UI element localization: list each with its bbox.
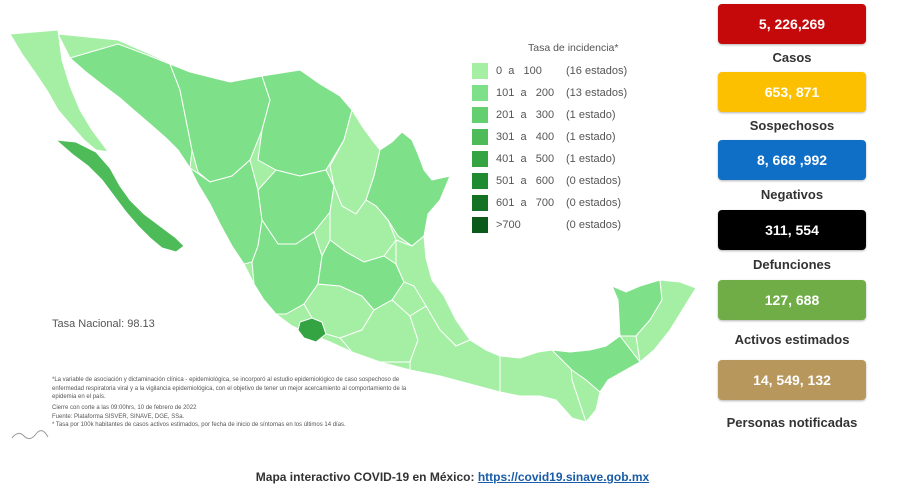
mexico-map[interactable] [0,0,700,460]
legend-swatch [472,107,488,123]
footnote: Cierre con corte a las 09:00hrs, 10 de f… [52,405,197,412]
quintana-roo[interactable] [635,279,697,363]
legend-item: 301 a 400 (1 estado) [472,126,662,148]
legend-swatch [472,217,488,233]
footnote: Fuente: Plataforma SISVER, SINAVE, DGE, … [52,413,185,420]
legend-item: 601 a 700 (0 estados) [472,192,662,214]
legend-count: (16 estados) [566,65,628,77]
tasa-nacional: Tasa Nacional: 98.13 [52,318,155,330]
covid-map-link[interactable]: https://covid19.sinave.gob.mx [477,470,650,484]
map-panel: Tasa de incidencia* 0 a 100 (16 estados) 1… [0,0,700,460]
legend-count: (0 estados) [566,175,622,187]
stat-value-box: 311, 554 [718,210,866,250]
stat-value-box: 5, 226,269 [718,4,866,44]
legend-count: (1 estado) [566,131,616,143]
legend-range: >700 [496,219,521,231]
legend-range: 0 a 100 [496,65,542,77]
tabasco-campeche[interactable] [550,335,641,393]
stat-label: Personas notificadas [726,415,858,430]
legend-swatch [472,85,488,101]
footnotes: *La variable de asociación y dictaminaci… [52,376,412,430]
legend-swatch [472,63,488,79]
legend: Tasa de incidencia* 0 a 100 (16 estados) 1… [472,42,662,236]
stats-panel: 5, 226,269 Casos 653, 871 Sospechosos 8, 668… [718,4,866,446]
footer-text: Mapa interactivo COVID-19 en México: [255,470,478,484]
legend-title: Tasa de incidencia* [528,42,619,54]
stat-label: Casos [772,50,812,65]
footer: Mapa interactivo COVID-19 en México: htt… [0,470,905,484]
legend-item: 0 a 100 (16 estados) [472,60,662,82]
footnote: *La variable de asociación y dictaminaci… [52,377,407,401]
legend-count: (0 estados) [566,219,622,231]
chiapas[interactable] [499,349,587,423]
legend-swatch [472,151,488,167]
stat-value-box: 8, 668 ,992 [718,140,866,180]
legend-count: (1 estado) [566,109,616,121]
legend-item: >700 (0 estados) [472,214,662,236]
stat-value-box: 127, 688 [718,280,866,320]
stat-label: Activos estimados [734,332,850,347]
legend-range: 601 a 700 [496,197,555,209]
stat-value-box: 14, 549, 132 [718,360,866,400]
legend-item: 101 a 200 (13 estados) [472,82,662,104]
footnote: * Tasa por 100k habitantes de casos acti… [52,422,346,429]
legend-range: 101 a 200 [496,87,555,99]
stat-label: Sospechosos [749,118,835,133]
stat-value-box: 653, 871 [718,72,866,112]
legend-swatch [472,195,488,211]
legend-count: (1 estado) [566,153,616,165]
baja-california[interactable] [9,29,110,153]
legend-count: (0 estados) [566,197,622,209]
legend-range: 301 a 400 [496,131,555,143]
legend-item: 501 a 600 (0 estados) [472,170,662,192]
legend-swatch [472,173,488,189]
stat-label: Defunciones [752,257,831,272]
legend-range: 201 a 300 [496,109,555,121]
signature-mark [11,430,49,440]
legend-item: 201 a 300 (1 estado) [472,104,662,126]
legend-count: (13 estados) [566,87,628,99]
legend-range: 501 a 600 [496,175,555,187]
baja-california-sur[interactable] [54,139,185,253]
legend-item: 401 a 500 (1 estado) [472,148,662,170]
stat-label: Negativos [760,187,824,202]
legend-range: 401 a 500 [496,153,555,165]
legend-swatch [472,129,488,145]
